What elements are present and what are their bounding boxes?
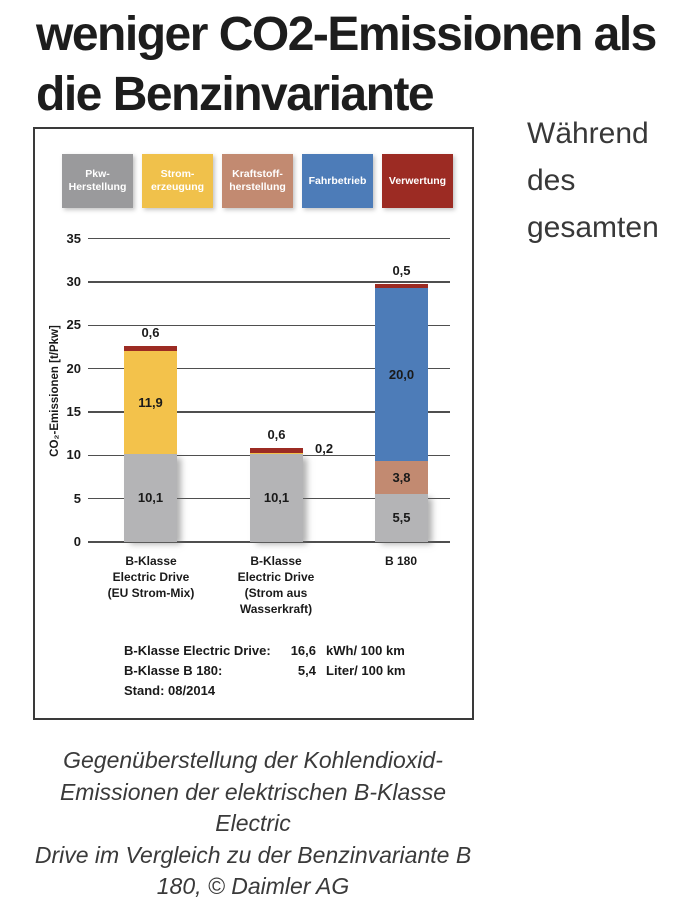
- category-label-3: B 180: [384, 554, 418, 568]
- legend-label: Verwertung: [388, 174, 447, 187]
- caption-line-1: Gegenüberstellung der Kohlendioxid-: [63, 747, 443, 773]
- intro-line-2: des: [527, 164, 576, 197]
- bar-2-segment-pkw-herstellung: [250, 454, 303, 542]
- caption-line-3: Drive im Vergleich zu der Benzinvariante…: [34, 841, 472, 868]
- grid-line-30: [88, 281, 450, 283]
- legend-label: Fahrbetrieb: [308, 174, 367, 187]
- caption-line-4: 180, © Daimler AG: [156, 873, 350, 899]
- bar-2-segment-stromerzeugung: [250, 452, 303, 455]
- y-tick-label-30: 30: [66, 274, 81, 289]
- value-label: 0,5: [392, 262, 411, 278]
- legend-item-1: Pkw- Herstellung: [62, 154, 133, 208]
- legend-item-2: Strom-erzeugung: [142, 154, 213, 208]
- bar-1-segment-pkw-herstellung: [124, 454, 177, 542]
- bar-3-segment-kraftstoffherstellung: [375, 461, 428, 495]
- bar-1-segment-verwertung: [124, 346, 177, 352]
- footnote-label: Stand: 08/2014: [124, 682, 216, 698]
- footnote-row-3: Stand: 08/2014: [124, 680, 406, 700]
- footnote-unit: Liter/ 100 km: [326, 662, 406, 678]
- legend-item-4: Fahrbetrieb: [302, 154, 373, 208]
- value-label: 0,6: [141, 325, 160, 341]
- grid-line-35: [88, 237, 450, 240]
- grid-line-20: [88, 367, 450, 370]
- y-tick-label-0: 0: [73, 534, 81, 549]
- value-label: 10,1: [263, 490, 290, 506]
- caption-line-2: Emissionen der elektrischen B-Klasse Ele…: [59, 778, 447, 837]
- footnote-value: 16,6: [290, 642, 316, 658]
- bar-1-segment-stromerzeugung: [124, 351, 177, 455]
- value-label: 10,1: [137, 490, 164, 506]
- y-axis-title: CO₂-Emissionen [t/Pkw]: [49, 325, 61, 457]
- headline-line-2: die Benzinvariante: [36, 68, 435, 122]
- bar-3-segment-verwertung: [375, 283, 428, 289]
- footnote-value: 5,4: [297, 662, 316, 678]
- y-tick-label-15: 15: [66, 404, 81, 419]
- grid-line-15: [88, 411, 450, 413]
- y-tick-label-35: 35: [66, 230, 81, 246]
- value-label: 5,5: [392, 510, 411, 526]
- chart-footnotes: B-Klasse Electric Drive: 16,6 kWh/ 100 km B…: [124, 640, 406, 700]
- y-tick-label-25: 25: [66, 317, 81, 333]
- y-tick-label-20: 20: [66, 360, 81, 376]
- intro-line-3: gesamten: [527, 211, 659, 244]
- co2-emissions-chart-figure: B-Klasse Electric Drive: 16,6 kWh/ 100 km B…: [33, 127, 474, 720]
- footnote-label: B-Klasse Electric Drive:: [124, 642, 271, 658]
- value-label: 11,9: [138, 394, 163, 410]
- bar-2-segment-verwertung: [250, 447, 303, 453]
- value-label: 0,2: [315, 440, 334, 456]
- legend-item-5: Verwertung: [382, 154, 453, 208]
- value-label: 20,0: [388, 366, 415, 382]
- category-label-2: B-Klasse Electric Drive (Strom aus Wasserkr…: [237, 554, 315, 616]
- headline-line-1: weniger CO2-Emissionen als: [36, 8, 657, 62]
- article-headline: weniger CO2-Emissionen als die Benzinvar…: [36, 5, 696, 125]
- figure-caption: Gegenüberstellung der Kohlendioxid- Emis…: [23, 745, 483, 903]
- intro-line-1: Während: [527, 117, 649, 150]
- grid-line-0: [88, 541, 450, 543]
- footnote-row-1: B-Klasse Electric Drive: 16,6 kWh/ 100 km: [124, 640, 406, 660]
- footnote-label: B-Klasse B 180:: [124, 662, 223, 678]
- grid-line-25: [88, 324, 450, 327]
- footnote-unit: kWh/ 100 km: [326, 642, 405, 658]
- legend-label: Strom-erzeugung: [150, 168, 205, 193]
- category-label-1: B-Klasse Electric Drive (EU Strom-Mix): [107, 554, 195, 600]
- intro-paragraph: Während des gesamten: [527, 110, 697, 251]
- legend-label: Pkw- Herstellung: [68, 168, 127, 193]
- y-tick-label-5: 5: [73, 490, 81, 506]
- y-tick-label-10: 10: [66, 447, 81, 463]
- value-label: 0,6: [267, 426, 286, 442]
- bar-3-segment-fahrbetrieb: [375, 288, 428, 462]
- footnote-row-2: B-Klasse B 180: 5,4 Liter/ 100 km: [124, 660, 406, 680]
- value-label: 3,8: [392, 469, 411, 485]
- legend-label: Kraftstoff-herstellung: [229, 168, 286, 193]
- bar-3-segment-pkw-herstellung: [375, 494, 428, 542]
- legend-item-3: Kraftstoff-herstellung: [222, 154, 293, 208]
